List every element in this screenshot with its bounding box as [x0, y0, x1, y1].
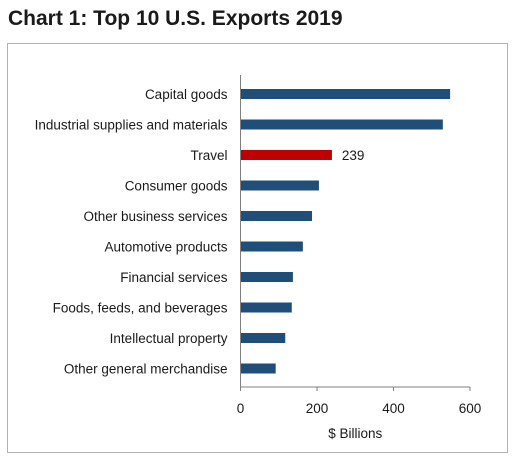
bar-other-business-services [240, 211, 313, 221]
axes: 0 200 400 600 [237, 75, 482, 416]
category-label-capital-goods: Capital goods [145, 87, 228, 102]
bar-capital-goods [240, 89, 451, 99]
x-tick-label: 200 [306, 401, 329, 416]
x-tick-label: 400 [382, 401, 405, 416]
bar-consumer-goods [240, 180, 319, 191]
bar-other-general-merchandise [240, 363, 276, 374]
x-tick-label: 600 [459, 401, 482, 416]
category-label-industrial-supplies-and-materials: Industrial supplies and materials [35, 118, 228, 133]
chart-title: Chart 1: Top 10 U.S. Exports 2019 [8, 7, 343, 30]
chart-frame [7, 43, 508, 453]
category-label-financial-services: Financial services [120, 270, 228, 285]
bar-travel [240, 150, 332, 160]
category-label-other-business-services: Other business services [83, 209, 227, 224]
category-label-foods-feeds-and-beverages: Foods, feeds, and beverages [53, 301, 228, 316]
x-tick-label: 0 [237, 401, 245, 416]
category-label-intellectual-property: Intellectual property [110, 331, 228, 346]
bar-industrial-supplies-and-materials [240, 119, 443, 130]
category-labels: Capital goods Industrial supplies and mat… [35, 87, 228, 377]
x-axis-title: $ Billions [328, 426, 382, 441]
category-label-other-general-merchandise: Other general merchandise [64, 362, 228, 377]
data-labels: 239 [342, 148, 365, 163]
bar-foods-feeds-and-beverages [240, 302, 292, 313]
bar-financial-services [240, 272, 293, 282]
data-label-travel: 239 [342, 148, 365, 163]
category-label-consumer-goods: Consumer goods [125, 179, 228, 194]
category-label-automotive-products: Automotive products [104, 240, 227, 255]
bars [240, 89, 451, 374]
bar-automotive-products [240, 241, 303, 252]
bar-intellectual-property [240, 333, 286, 343]
category-label-travel: Travel [190, 148, 227, 163]
